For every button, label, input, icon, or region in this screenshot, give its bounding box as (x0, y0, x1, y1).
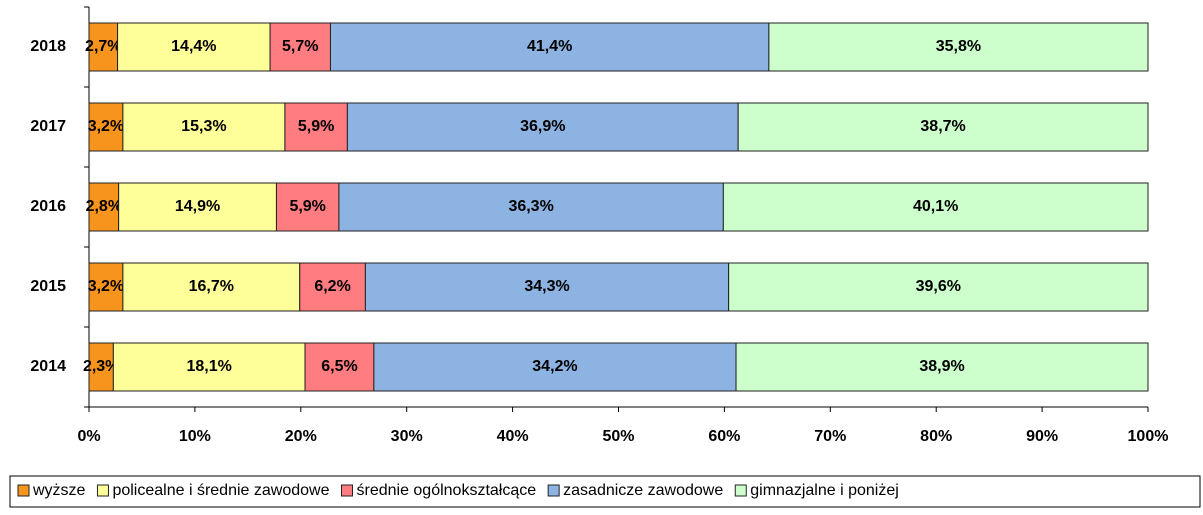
x-tick-label: 80% (920, 428, 952, 445)
y-tick-label: 2014 (30, 358, 66, 375)
bar-segment (88, 22, 119, 72)
data-label: 3,2% (88, 118, 124, 135)
legend-swatch (547, 484, 560, 497)
x-tick-label: 60% (708, 428, 740, 445)
x-tick-label: 30% (391, 428, 423, 445)
x-tick-label: 100% (1128, 428, 1169, 445)
bar-segment (735, 342, 1149, 392)
data-label: 6,2% (314, 278, 350, 295)
data-label: 2,3% (83, 358, 119, 375)
bar-segment (364, 262, 730, 312)
data-label: 40,1% (913, 198, 958, 215)
bar-segment (722, 182, 1149, 232)
data-label: 14,4% (171, 38, 216, 55)
legend-swatch (734, 484, 747, 497)
x-tick-label: 10% (179, 428, 211, 445)
legend-swatch (17, 484, 30, 497)
data-label: 3,2% (88, 278, 124, 295)
data-label: 2,8% (86, 198, 122, 215)
y-tick-label: 2016 (30, 198, 66, 215)
x-tick-label: 70% (814, 428, 846, 445)
legend-label: gimnazjalne i poniżej (750, 482, 899, 499)
bar-segment (122, 102, 286, 152)
y-tick-label: 2015 (30, 278, 66, 295)
y-tick-label: 2017 (30, 118, 66, 135)
data-label: 39,6% (916, 278, 961, 295)
data-label: 41,4% (527, 38, 572, 55)
data-label: 5,9% (289, 198, 325, 215)
x-tick-label: 20% (285, 428, 317, 445)
data-label: 38,7% (920, 118, 965, 135)
legend-box (9, 475, 1201, 508)
bar-segment (737, 102, 1149, 152)
data-label: 5,7% (282, 38, 318, 55)
x-tick-label: 50% (602, 428, 634, 445)
legend-label: wyższe (32, 482, 86, 499)
data-label: 38,9% (919, 358, 964, 375)
x-tick-label: 0% (77, 428, 100, 445)
bar-segment (728, 262, 1149, 312)
bar-segment (768, 22, 1149, 72)
bar-segment (304, 342, 375, 392)
data-label: 14,9% (175, 198, 220, 215)
data-label: 18,1% (187, 358, 232, 375)
y-tick-label: 2018 (30, 38, 66, 55)
bar-segment (117, 22, 271, 72)
bar-segment (284, 102, 348, 152)
legend-label: średnie ogólnokształcące (356, 482, 536, 499)
bar-segment (346, 102, 739, 152)
legend-label: zasadnicze zawodowe (563, 482, 723, 499)
x-tick-label: 90% (1026, 428, 1058, 445)
x-tick-label: 40% (497, 428, 529, 445)
data-label: 36,9% (520, 118, 565, 135)
data-label: 35,8% (936, 38, 981, 55)
bar-segment (329, 22, 770, 72)
data-label: 5,9% (298, 118, 334, 135)
bar-segment (373, 342, 737, 392)
bar-segment (269, 22, 331, 72)
data-label: 15,3% (181, 118, 226, 135)
data-label: 34,2% (532, 358, 577, 375)
bar-segment (88, 102, 124, 152)
bar-segment (338, 182, 724, 232)
data-label: 34,3% (524, 278, 569, 295)
legend-swatch (96, 484, 109, 497)
legend-swatch (340, 484, 353, 497)
bar-segment (275, 182, 340, 232)
legend-label: policealne i średnie zawodowe (112, 482, 329, 499)
data-label: 16,7% (189, 278, 234, 295)
data-label: 36,3% (508, 198, 553, 215)
bar-segment (122, 262, 301, 312)
data-label: 2,7% (85, 38, 121, 55)
data-label: 6,5% (321, 358, 357, 375)
